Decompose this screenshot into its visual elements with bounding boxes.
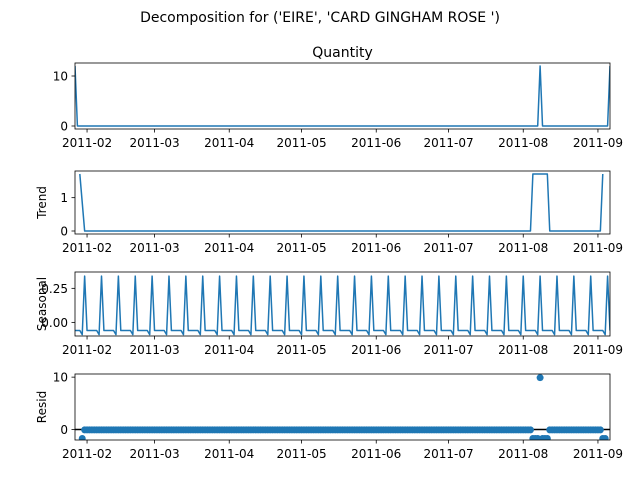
figure-title: Decomposition for ('EIRE', 'CARD GINGHAM… [140,10,500,26]
y-axis-label: Trend [35,186,49,220]
x-tick-label: 2011-06 [351,136,401,150]
y-tick-label: 0 [60,120,68,134]
x-tick-label: 2011-09 [573,241,623,255]
subplot-4: 0 10 2011-02 2011-03 2011-04 2011-05 2011-06 20… [35,371,623,461]
y-tick-label: 0.00 [41,316,68,330]
x-tick-label: 2011-08 [498,343,548,357]
x-tick-label: 2011-02 [62,343,112,357]
x-tick-label: 2011-04 [204,447,254,461]
data-point [543,434,551,440]
y-tick-label: 0 [60,225,68,239]
y-tick-label: 10 [53,371,68,385]
subplot-3: 0.00 0.25 2011-02 2011-03 2011-04 2011-05 2011… [35,271,623,357]
data-point [601,434,609,440]
x-tick-label: 2011-09 [573,343,623,357]
y-axis-label: Seasonal [35,277,49,331]
x-tick-label: 2011-02 [62,447,112,461]
series-line [75,275,610,336]
x-tick-label: 2011-02 [62,136,112,150]
axes-frame [74,62,611,130]
subplot-title: Quantity [312,45,373,61]
plot-area [75,65,610,127]
x-tick-label: 2011-08 [498,241,548,255]
series-line [75,65,610,127]
x-tick-label: 2011-03 [129,136,179,150]
x-tick-label: 2011-04 [204,136,254,150]
x-tick-label: 2011-02 [62,241,112,255]
subplot-2: 0 1 2011-02 2011-03 2011-04 2011-05 2011-06 201… [35,170,623,255]
data-point [596,426,604,434]
x-tick-label: 2011-09 [573,447,623,461]
axes-frame [74,170,611,235]
x-tick-label: 2011-06 [351,343,401,357]
x-tick-label: 2011-07 [423,343,473,357]
x-tick-label: 2011-03 [129,447,179,461]
x-tick-label: 2011-05 [276,447,326,461]
y-axis-label: Resid [35,391,49,423]
x-tick-label: 2011-04 [204,343,254,357]
plot-area [75,374,610,440]
axes-frame [74,271,611,337]
x-tick-label: 2011-08 [498,447,548,461]
plot-area [75,275,610,336]
x-tick-label: 2011-03 [129,343,179,357]
data-point [526,426,534,434]
data-point [536,374,544,382]
subplot-1: 0 10 2011-02 2011-03 2011-04 2011-05 2011-06 20… [53,45,623,150]
y-tick-label: 0.25 [41,282,68,296]
x-tick-label: 2011-03 [129,241,179,255]
x-tick-label: 2011-06 [351,241,401,255]
axes-frame [74,373,611,441]
x-tick-label: 2011-07 [423,447,473,461]
data-point [78,434,86,440]
x-tick-label: 2011-06 [351,447,401,461]
x-tick-label: 2011-08 [498,136,548,150]
x-tick-label: 2011-07 [423,241,473,255]
x-tick-label: 2011-05 [276,241,326,255]
y-tick-label: 1 [60,191,68,205]
x-tick-label: 2011-05 [276,343,326,357]
x-tick-label: 2011-04 [204,241,254,255]
x-tick-label: 2011-05 [276,136,326,150]
y-tick-label: 10 [53,70,68,84]
y-tick-label: 0 [60,423,68,437]
plot-area [79,173,604,232]
x-tick-label: 2011-07 [423,136,473,150]
x-tick-label: 2011-09 [573,136,623,150]
series-line [79,173,604,232]
